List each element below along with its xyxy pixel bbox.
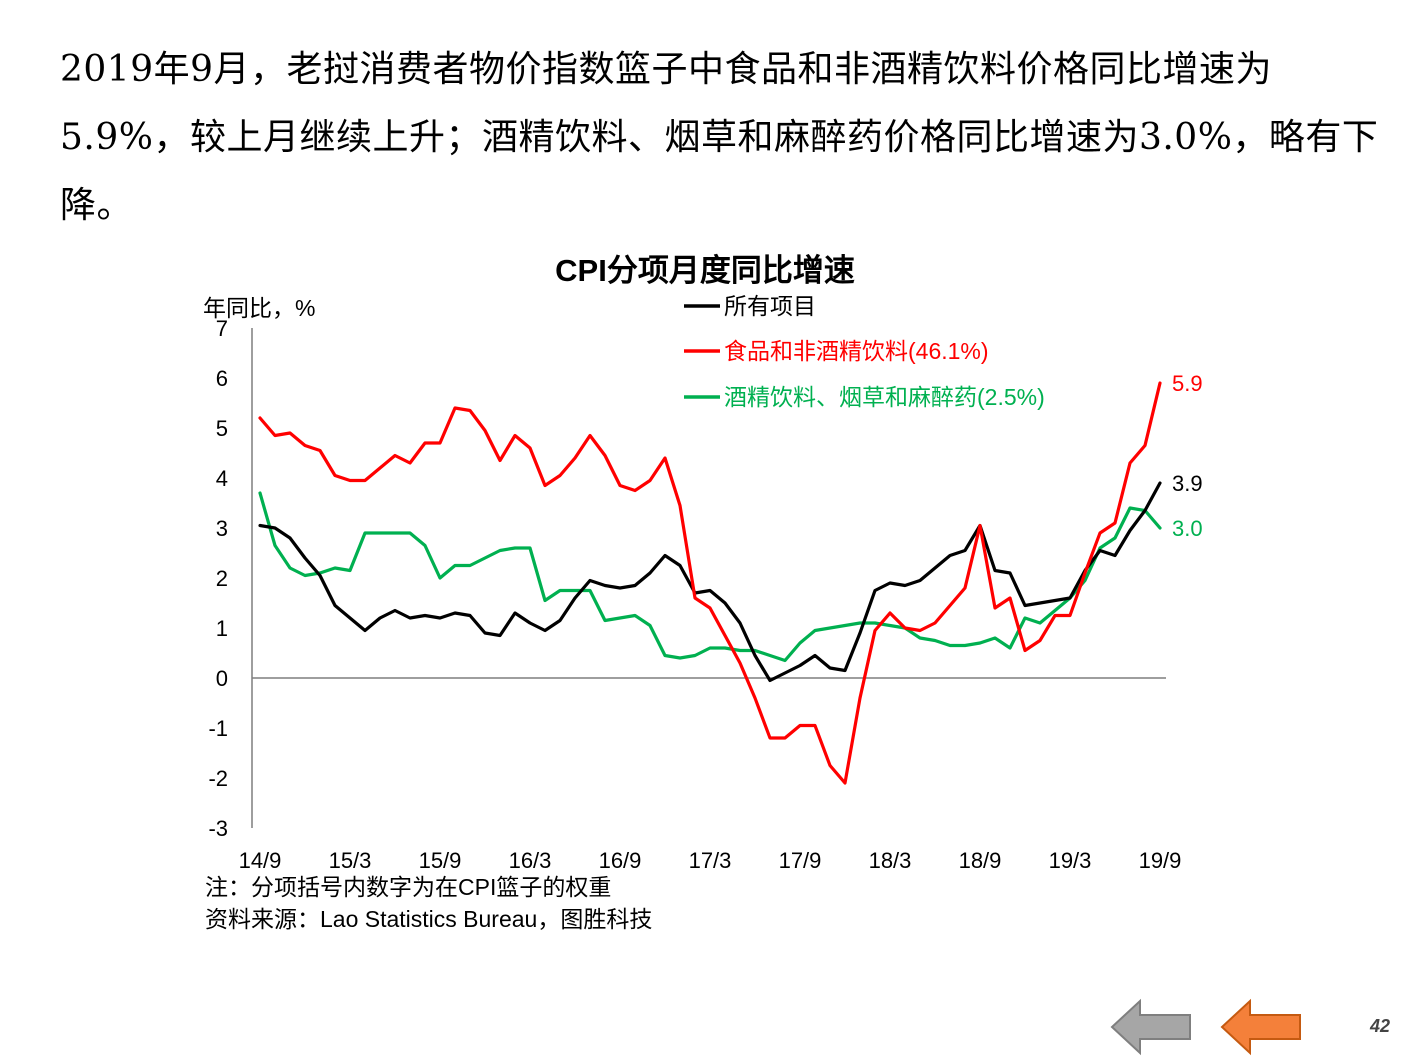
x-tick-label: 19/3 — [1049, 848, 1092, 873]
x-tick-label: 14/9 — [239, 848, 282, 873]
end-value-label: 3.0 — [1172, 516, 1203, 541]
x-tick-label: 16/3 — [509, 848, 552, 873]
y-tick-label: 5 — [216, 416, 228, 441]
x-tick-label: 18/3 — [869, 848, 912, 873]
y-tick-label: 6 — [216, 366, 228, 391]
legend-entry: 所有项目 — [724, 293, 816, 319]
x-tick-label: 16/9 — [599, 848, 642, 873]
x-tick-label: 19/9 — [1139, 848, 1182, 873]
series-line-1 — [258, 381, 1162, 785]
legend-entry: 酒精饮料、烟草和麻醉药(2.5%) — [724, 384, 1045, 410]
y-tick-label: 3 — [216, 516, 228, 541]
y-tick-label: -2 — [208, 766, 228, 791]
left-arrow-icon — [1110, 998, 1191, 1056]
x-tick-label: 15/3 — [329, 848, 372, 873]
y-tick-label: 4 — [216, 466, 228, 491]
y-tick-label: 7 — [216, 316, 228, 341]
x-tick-label: 18/9 — [959, 848, 1002, 873]
weight-note: 注：分项括号内数字为在CPI篮子的权重 — [205, 874, 612, 900]
x-tick-label: 17/3 — [689, 848, 732, 873]
series-line-0 — [258, 481, 1162, 683]
headline-paragraph: 2019年9月，老挝消费者物价指数篮子中食品和非酒精饮料价格同比增速为5.9%，… — [60, 49, 1379, 226]
x-tick-label: 15/9 — [419, 848, 462, 873]
end-labels: 3.9 5.9 3.0 — [1172, 371, 1203, 541]
y-tick-label: 2 — [216, 566, 228, 591]
series-lines — [258, 381, 1162, 785]
y-tick-label: -3 — [208, 816, 228, 841]
page-number: 42 — [1370, 1016, 1391, 1036]
source-note: 资料来源：Lao Statistics Bureau，图胜科技 — [205, 906, 653, 932]
x-axis-ticks: 14/9 15/3 15/9 16/3 16/9 17/3 17/9 18/3 18/9 19/3… — [239, 848, 1182, 873]
prev-page-button[interactable] — [1108, 996, 1198, 1058]
next-page-button[interactable] — [1218, 996, 1308, 1058]
y-axis-ticks: 7 6 5 4 3 2 1 0 -1 -2 -3 — [208, 316, 228, 841]
end-value-label: 3.9 — [1172, 471, 1203, 496]
y-tick-label: 0 — [216, 666, 228, 691]
x-tick-label: 17/9 — [779, 848, 822, 873]
legend-entry: 食品和非酒精饮料(46.1%) — [724, 338, 989, 364]
end-value-label: 5.9 — [1172, 371, 1203, 396]
chart-title: CPI分项月度同比增速 — [555, 253, 855, 288]
y-tick-label: -1 — [208, 716, 228, 741]
series-line-2 — [258, 491, 1162, 663]
left-arrow-icon — [1220, 998, 1301, 1056]
y-tick-label: 1 — [216, 616, 228, 641]
y-axis-label: 年同比，% — [203, 295, 315, 321]
